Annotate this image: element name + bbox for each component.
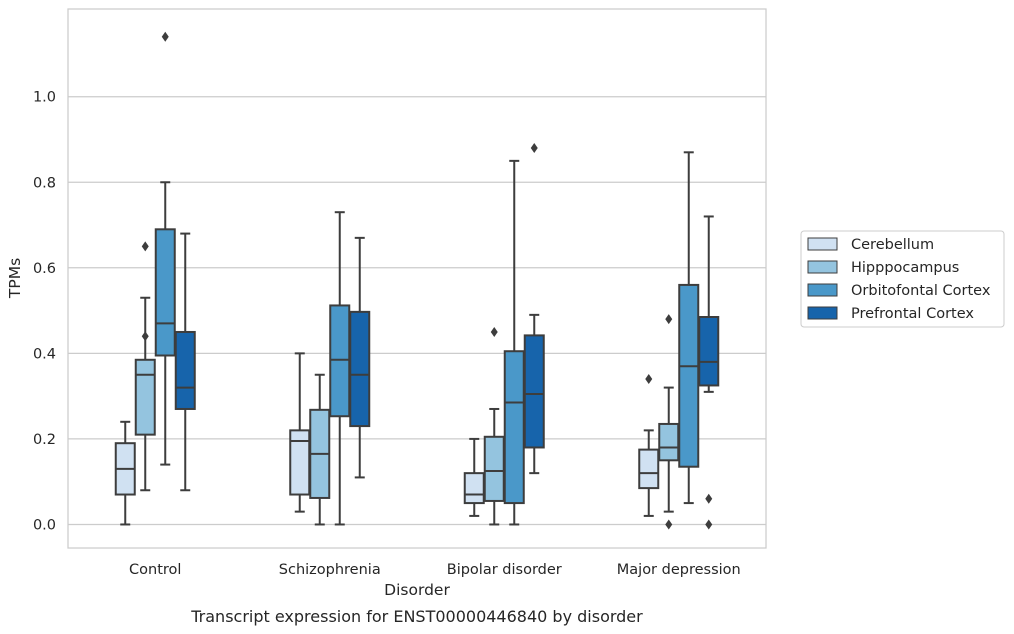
box-group: [463, 437, 485, 517]
tick-layer: 0.0 0.2 0.4 0.6 0.8 1.0 Control Schizophrenia Bi…: [33, 90, 741, 578]
y-tick-label: 0.4: [33, 346, 56, 362]
box-group: [134, 241, 156, 492]
outlier-point: [530, 143, 538, 154]
outlier-point: [665, 314, 673, 325]
figure-caption: Transcript expression for ENST0000044684…: [190, 607, 643, 626]
box: [638, 448, 660, 490]
box-group: [309, 373, 331, 526]
outlier-point: [141, 241, 149, 252]
box-group: [289, 352, 311, 513]
box-group: [349, 236, 371, 479]
y-tick-label: 0.8: [33, 175, 56, 191]
box: [503, 350, 525, 505]
legend-label-orbitofrontal: Orbitofontal Cortex: [851, 283, 991, 299]
box: [154, 228, 176, 357]
box-group: [483, 326, 505, 526]
box-group: [678, 151, 700, 505]
legend-label-hippocampus: Hipppocampus: [851, 260, 959, 276]
box: [658, 422, 680, 462]
box: [678, 283, 700, 468]
box: [483, 435, 505, 502]
box-layer: [114, 31, 720, 530]
box-group: [174, 232, 196, 492]
box: [349, 310, 371, 428]
box: [698, 316, 720, 387]
box: [329, 304, 351, 418]
x-tick-label: Major depression: [617, 562, 741, 578]
box: [134, 358, 156, 436]
outlier-point: [665, 519, 673, 530]
box-group: [658, 314, 680, 530]
outlier-point: [705, 493, 713, 504]
plot-frame: [67, 8, 767, 549]
outlier-point: [705, 519, 713, 530]
y-tick-label: 0.0: [33, 517, 56, 533]
legend-label-prefrontal: Prefrontal Cortex: [851, 306, 974, 322]
legend-swatch-prefrontal: [807, 306, 838, 320]
y-tick-label: 1.0: [33, 90, 56, 106]
y-tick-label: 0.2: [33, 432, 56, 448]
box-group: [638, 374, 660, 517]
box: [463, 472, 485, 505]
box-group: [503, 159, 525, 526]
x-tick-label: Control: [129, 562, 181, 578]
outlier-point: [141, 331, 149, 342]
box: [174, 330, 196, 410]
outlier-point: [161, 31, 169, 42]
legend-swatch-cerebellum: [807, 237, 838, 251]
y-tick-label: 0.6: [33, 261, 56, 277]
x-tick-label: Bipolar disorder: [447, 562, 562, 578]
box: [289, 429, 311, 496]
box-group: [523, 143, 545, 475]
box-group: [154, 31, 176, 466]
box-group: [698, 215, 720, 530]
outlier-point: [490, 326, 498, 337]
legend-swatch-hippocampus: [807, 260, 838, 274]
x-tick-label: Schizophrenia: [279, 562, 381, 578]
box: [523, 334, 545, 449]
outlier-point: [645, 374, 653, 385]
y-axis-label: TPMs: [6, 258, 24, 299]
legend-label-cerebellum: Cerebellum: [851, 237, 934, 253]
box-group: [329, 211, 351, 526]
box-group: [114, 420, 136, 526]
legend-swatch-orbitofrontal: [807, 283, 838, 297]
legend: Cerebellum Hipppocampus Orbitofontal Cor…: [800, 230, 1005, 328]
legend-frame: [800, 230, 1005, 328]
x-axis-label: Disorder: [384, 581, 450, 599]
